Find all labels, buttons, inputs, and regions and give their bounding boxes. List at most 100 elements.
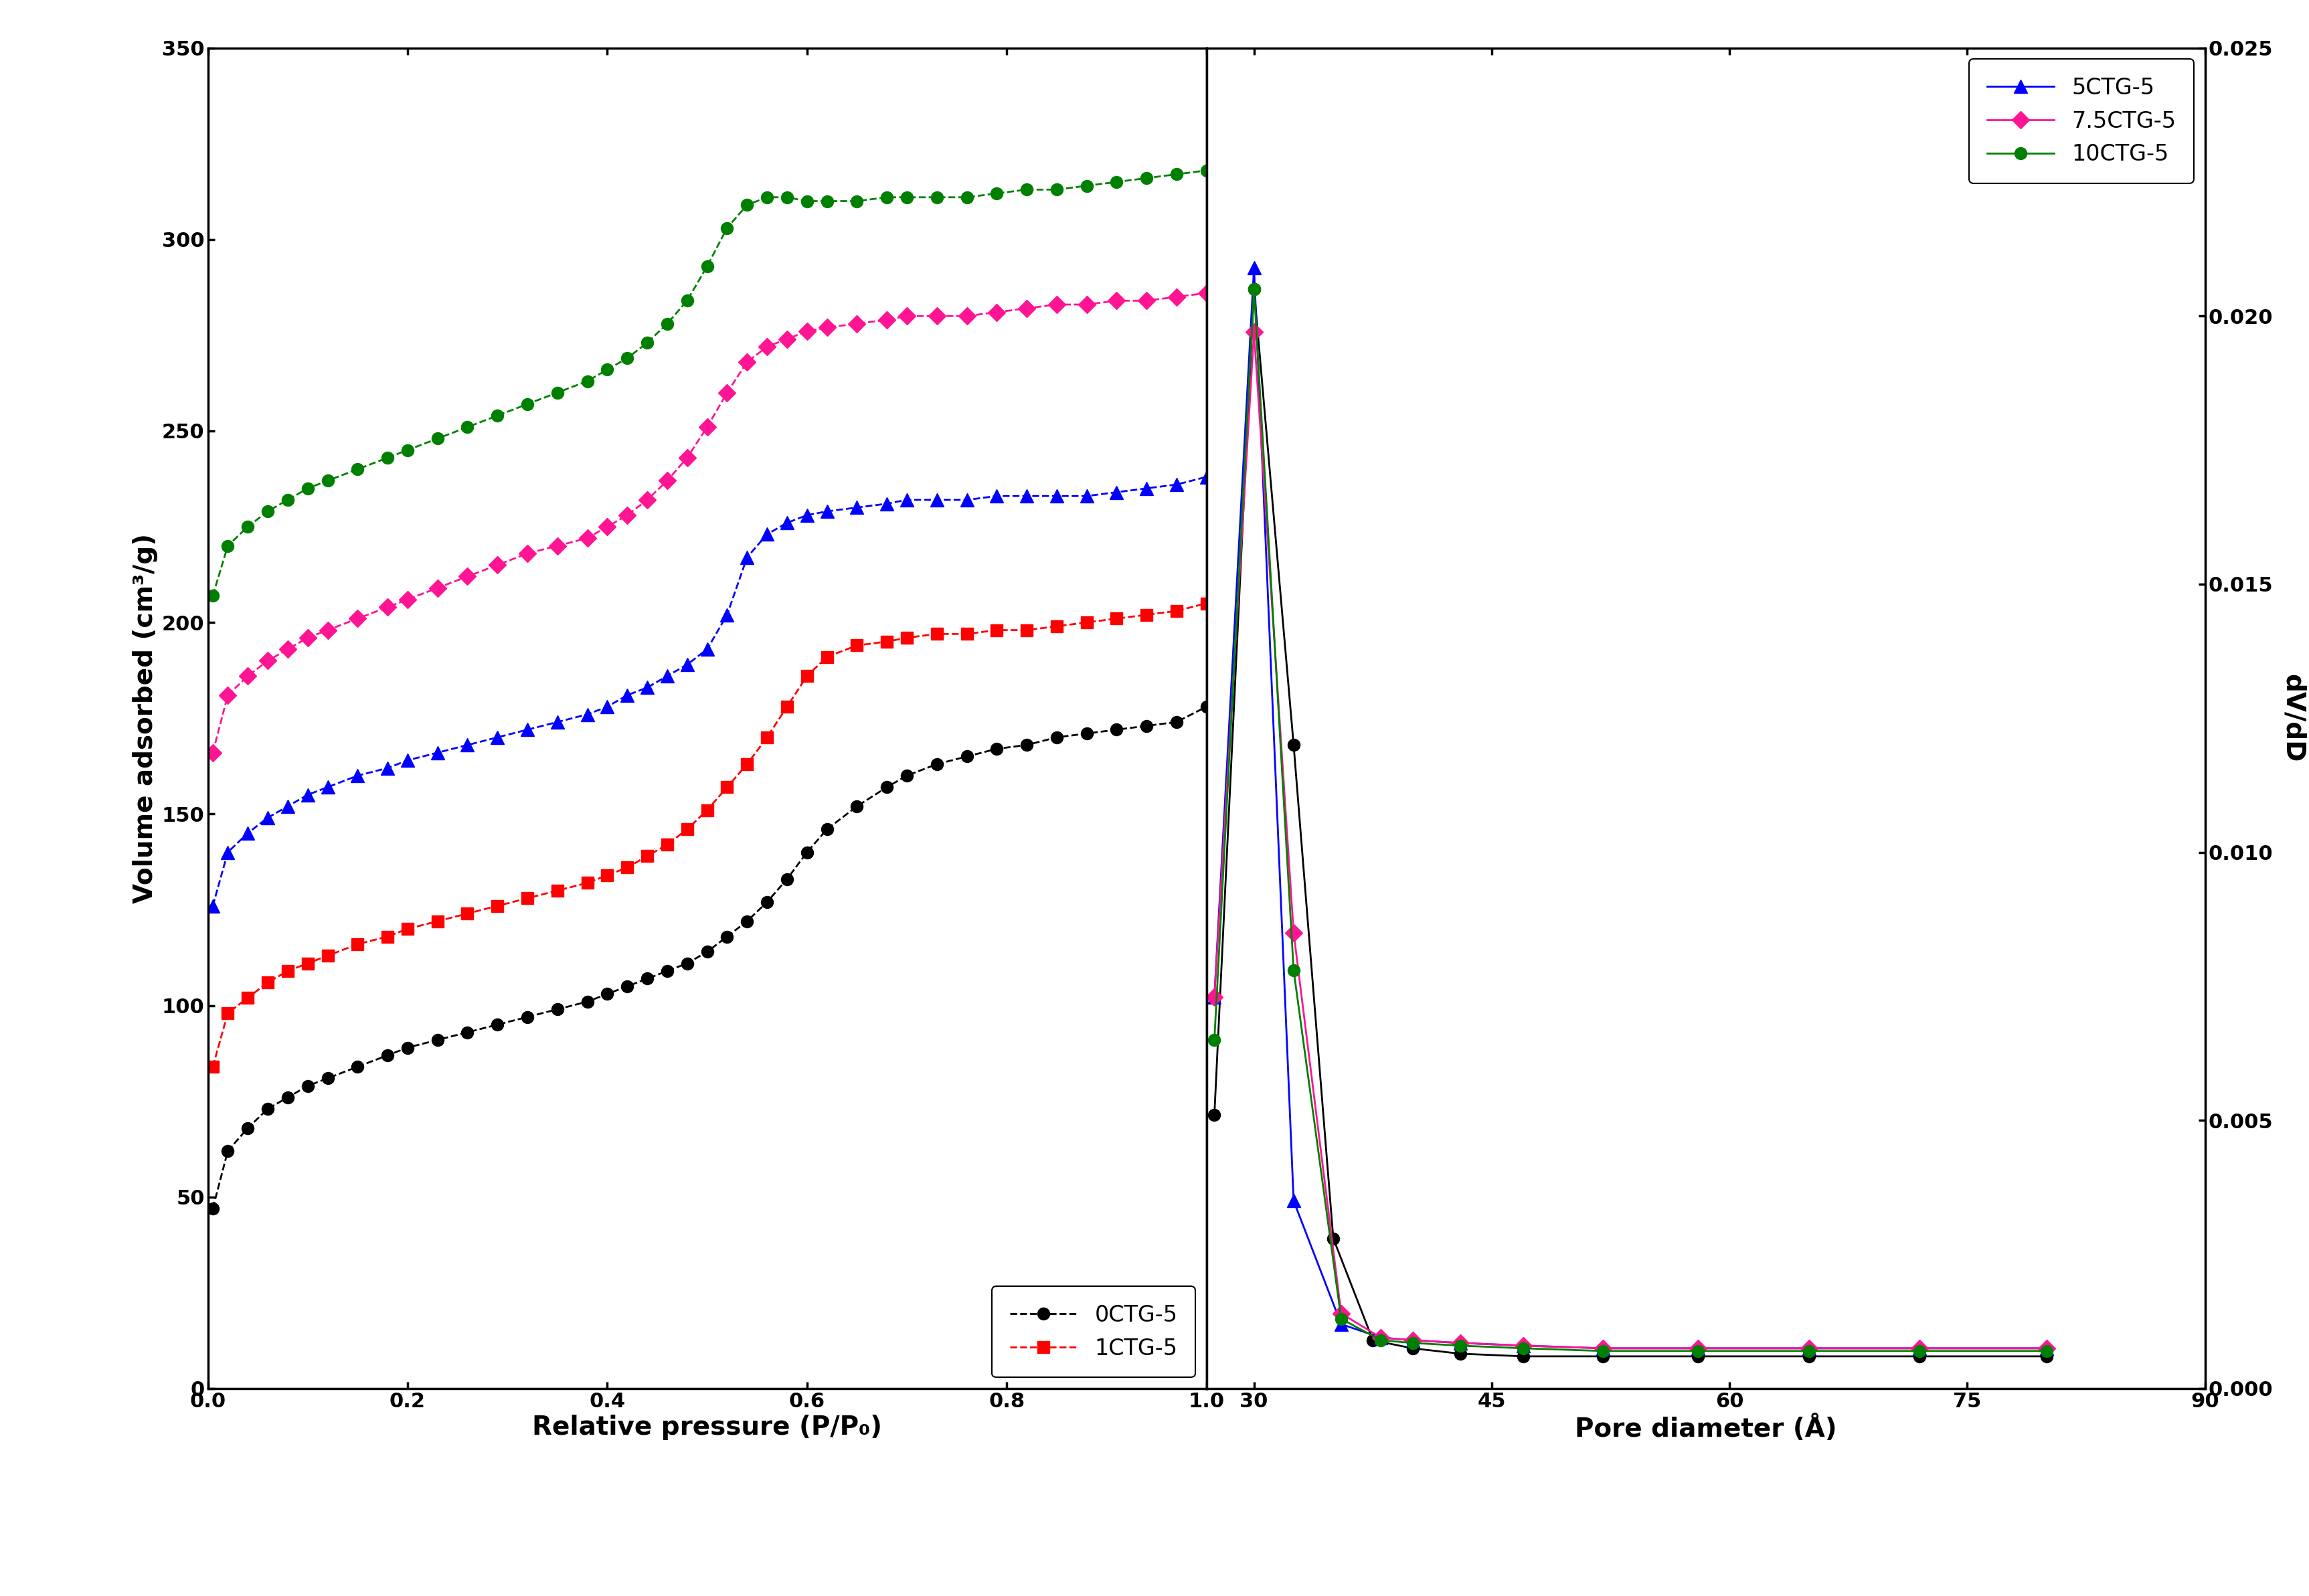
5CTG-5 [344, 766, 372, 785]
7.5CTG-5 [1445, 1333, 1473, 1352]
5CTG-5 [1399, 1331, 1427, 1350]
7.5CTG-5 [199, 744, 226, 763]
0CTG-5 [774, 870, 801, 889]
7.5CTG-5 [873, 310, 901, 329]
5CTG-5 [199, 897, 226, 916]
1CTG-5 [423, 911, 450, 930]
1CTG-5 [734, 755, 762, 774]
1CTG-5 [794, 667, 822, 686]
10CTG-5 [1164, 164, 1191, 184]
7.5CTG-5 [653, 471, 681, 490]
10CTG-5 [774, 188, 801, 207]
1CTG-5 [843, 635, 870, 654]
0CTG-5 [483, 1015, 510, 1034]
1CTG-5 [984, 621, 1011, 640]
5CTG-5 [1445, 1333, 1473, 1352]
10CTG-5 [344, 460, 372, 479]
10CTG-5 [483, 405, 510, 425]
0CTG-5 [1104, 720, 1131, 739]
0CTG-5 [674, 954, 702, 974]
10CTG-5 [593, 361, 621, 380]
5CTG-5 [693, 640, 720, 659]
10CTG-5 [1134, 169, 1161, 188]
0CTG-5 [374, 1045, 402, 1065]
7.5CTG-5 [774, 329, 801, 348]
7.5CTG-5 [1164, 287, 1191, 306]
5CTG-5 [374, 758, 402, 777]
10CTG-5 [954, 188, 981, 207]
0CTG-5 [423, 1031, 450, 1050]
7.5CTG-5 [275, 640, 302, 659]
1CTG-5 [543, 881, 570, 900]
10CTG-5 [1044, 180, 1071, 200]
7.5CTG-5 [843, 314, 870, 334]
5CTG-5 [1683, 1339, 1711, 1358]
5CTG-5 [1164, 476, 1191, 495]
0CTG-5 [794, 843, 822, 862]
10CTG-5 [543, 383, 570, 402]
5CTG-5 [233, 824, 261, 843]
1CTG-5 [753, 728, 780, 747]
1CTG-5 [374, 927, 402, 946]
1CTG-5 [1134, 605, 1161, 624]
5CTG-5 [734, 547, 762, 567]
Legend: 0CTG-5, 1CTG-5: 0CTG-5, 1CTG-5 [993, 1286, 1196, 1377]
5CTG-5 [254, 808, 282, 827]
1CTG-5 [633, 846, 660, 865]
5CTG-5 [653, 667, 681, 686]
10CTG-5 [753, 188, 780, 207]
1CTG-5 [894, 629, 921, 648]
7.5CTG-5 [1044, 295, 1071, 314]
0CTG-5 [1318, 1229, 1346, 1248]
10CTG-5 [1201, 1031, 1228, 1050]
7.5CTG-5 [1510, 1336, 1538, 1355]
7.5CTG-5 [924, 306, 951, 326]
7.5CTG-5 [984, 303, 1011, 322]
1CTG-5 [1104, 610, 1131, 629]
5CTG-5 [453, 736, 480, 755]
0CTG-5 [2032, 1347, 2060, 1366]
1CTG-5 [215, 1004, 242, 1023]
0CTG-5 [215, 1141, 242, 1160]
10CTG-5 [1328, 1309, 1355, 1328]
7.5CTG-5 [483, 555, 510, 575]
1CTG-5 [1191, 594, 1219, 613]
0CTG-5 [734, 911, 762, 930]
0CTG-5 [393, 1037, 420, 1057]
7.5CTG-5 [1240, 322, 1268, 342]
5CTG-5 [674, 654, 702, 674]
7.5CTG-5 [1399, 1331, 1427, 1350]
7.5CTG-5 [894, 306, 921, 326]
1CTG-5 [1044, 616, 1071, 635]
1CTG-5 [693, 801, 720, 820]
0CTG-5 [984, 739, 1011, 758]
10CTG-5 [1074, 176, 1101, 195]
0CTG-5 [293, 1076, 321, 1095]
0CTG-5 [233, 1119, 261, 1138]
5CTG-5 [954, 490, 981, 509]
1CTG-5 [653, 835, 681, 854]
5CTG-5 [813, 501, 840, 520]
Line: 0CTG-5: 0CTG-5 [1208, 282, 2053, 1363]
7.5CTG-5 [1279, 922, 1307, 942]
7.5CTG-5 [293, 629, 321, 648]
10CTG-5 [1104, 172, 1131, 192]
1CTG-5 [233, 988, 261, 1007]
10CTG-5 [614, 348, 642, 367]
0CTG-5 [873, 777, 901, 796]
5CTG-5 [593, 697, 621, 717]
10CTG-5 [813, 192, 840, 211]
10CTG-5 [314, 471, 342, 490]
7.5CTG-5 [1191, 284, 1219, 303]
5CTG-5 [1201, 988, 1228, 1007]
5CTG-5 [314, 777, 342, 796]
7.5CTG-5 [1134, 290, 1161, 310]
5CTG-5 [275, 796, 302, 816]
10CTG-5 [293, 479, 321, 498]
5CTG-5 [215, 843, 242, 862]
7.5CTG-5 [614, 506, 642, 525]
7.5CTG-5 [1014, 298, 1041, 318]
0CTG-5 [1399, 1339, 1427, 1358]
X-axis label: Relative pressure (P/P₀): Relative pressure (P/P₀) [531, 1416, 882, 1440]
10CTG-5 [924, 188, 951, 207]
